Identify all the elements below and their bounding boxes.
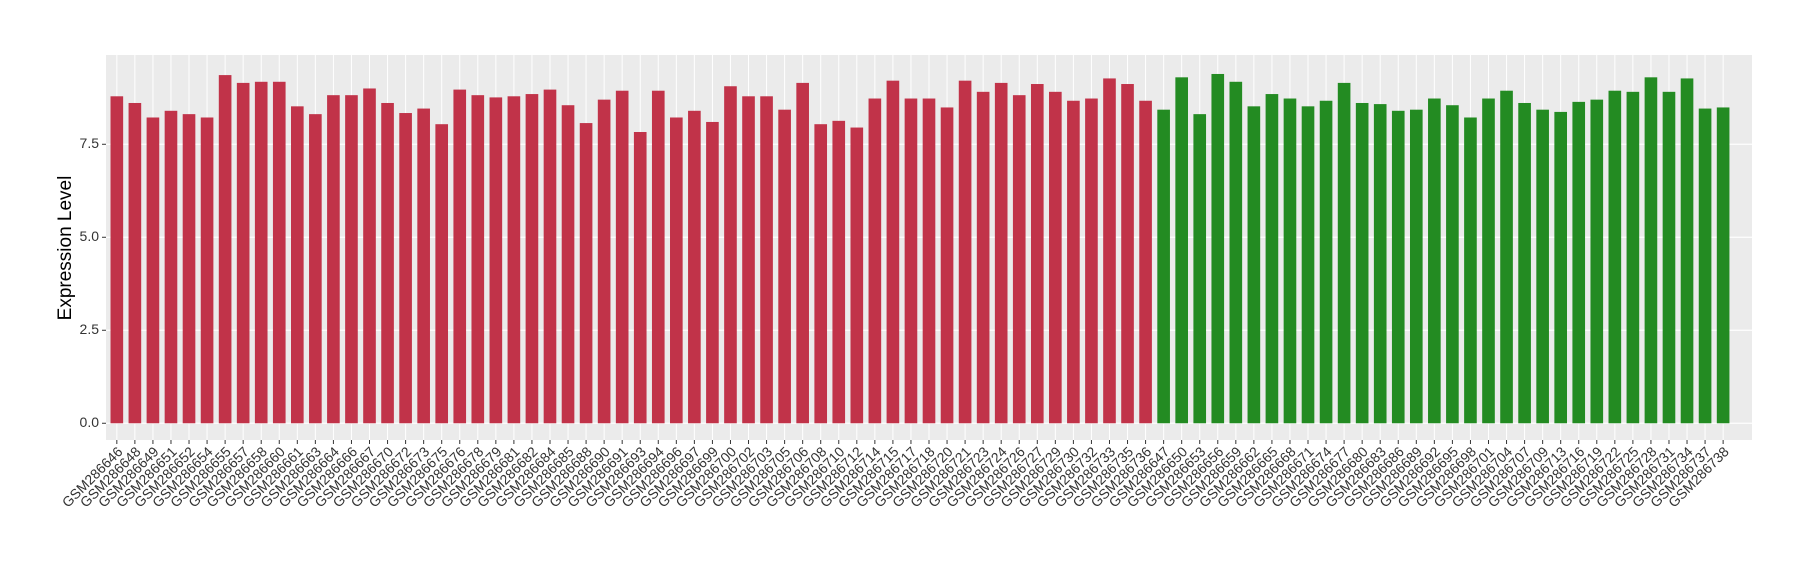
bar	[688, 110, 701, 424]
bar	[272, 81, 286, 424]
bar	[886, 80, 900, 424]
bar	[182, 114, 196, 424]
bar	[1590, 99, 1604, 424]
bar	[1662, 91, 1676, 424]
bar	[1391, 110, 1405, 424]
bar	[164, 110, 178, 424]
bar	[507, 96, 521, 424]
bar	[1608, 90, 1622, 424]
bar	[1157, 109, 1170, 424]
bar	[922, 98, 936, 424]
y-tick-label: 5.0	[80, 228, 100, 244]
bar	[1049, 91, 1062, 424]
bar	[1103, 78, 1116, 424]
bar	[1355, 102, 1369, 424]
bar	[976, 91, 990, 424]
bar	[579, 123, 593, 424]
bar	[1482, 98, 1495, 424]
bar	[778, 109, 791, 424]
bar	[110, 96, 124, 424]
bar	[1518, 102, 1531, 424]
bar	[543, 89, 557, 424]
bar	[1500, 90, 1513, 424]
bar	[1139, 100, 1152, 424]
bar	[309, 114, 322, 424]
bar	[128, 102, 142, 424]
y-tick-label: 7.5	[80, 135, 100, 151]
bar	[146, 117, 160, 424]
bar	[994, 82, 1008, 424]
bar	[290, 106, 304, 424]
bar	[218, 75, 232, 424]
bar	[489, 97, 503, 424]
bar	[796, 82, 809, 424]
y-tick-label: 0.0	[80, 414, 100, 430]
bar	[958, 80, 972, 424]
bar	[633, 132, 647, 424]
bar	[453, 89, 467, 424]
bar	[651, 90, 665, 424]
bar	[363, 88, 376, 424]
bar	[940, 107, 954, 424]
bar	[1428, 98, 1441, 424]
bar	[327, 95, 340, 424]
bar	[1121, 84, 1134, 424]
bar	[904, 98, 918, 424]
bar	[1193, 114, 1207, 424]
bar	[1644, 77, 1658, 424]
bar	[1698, 108, 1712, 424]
bar	[381, 102, 394, 424]
bar	[345, 95, 358, 424]
bar	[1283, 98, 1297, 424]
bar	[435, 124, 449, 424]
bar	[1067, 100, 1080, 424]
y-axis-title: Expression Level	[55, 176, 76, 321]
bar	[1464, 117, 1477, 424]
bar	[1716, 107, 1730, 424]
bar	[1554, 111, 1568, 424]
bar	[1012, 95, 1026, 424]
bar	[561, 105, 575, 424]
bar	[200, 117, 214, 424]
bar	[1680, 78, 1694, 424]
bar	[1229, 81, 1243, 424]
bar	[1373, 104, 1387, 424]
bar	[597, 99, 611, 424]
bar	[1030, 84, 1044, 424]
bar	[1247, 106, 1261, 424]
bar	[724, 86, 737, 424]
bar	[1265, 94, 1279, 424]
bar	[850, 127, 864, 424]
bar	[1446, 105, 1459, 424]
bar	[525, 94, 539, 424]
bar	[471, 95, 485, 424]
bar	[814, 124, 828, 424]
bar	[1175, 77, 1188, 424]
bar	[1319, 100, 1333, 424]
bar	[1337, 82, 1351, 424]
bar	[742, 96, 755, 424]
bar	[1626, 91, 1640, 424]
bar	[417, 108, 430, 424]
bar	[706, 121, 719, 424]
bar	[1301, 106, 1315, 424]
bar	[254, 81, 268, 424]
bar	[1536, 109, 1549, 424]
bar	[399, 113, 412, 424]
bar	[1409, 109, 1423, 424]
bar	[236, 82, 250, 424]
bar	[832, 120, 846, 424]
bar	[1572, 101, 1586, 424]
y-tick-label: 2.5	[80, 321, 100, 337]
bar	[760, 96, 773, 424]
bar	[1211, 73, 1225, 424]
bar	[1085, 98, 1098, 424]
bar	[670, 117, 683, 424]
bar	[615, 90, 629, 424]
bar	[868, 98, 882, 424]
